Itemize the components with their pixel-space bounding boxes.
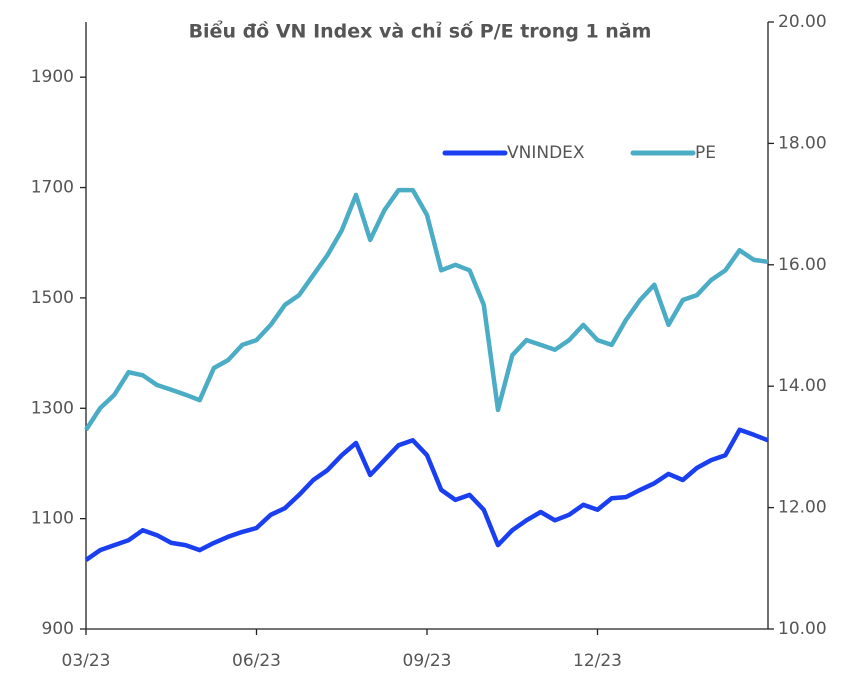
y2-tick-label: 18.00 [778, 133, 827, 153]
series-line [84, 427, 769, 562]
series-line [84, 187, 769, 432]
x-tick-label: 03/23 [62, 651, 111, 671]
y-tick-label: 1100 [31, 509, 74, 529]
legend-label: VNINDEX [507, 143, 585, 163]
chart-title: Biểu đồ VN Index và chỉ số P/E trong 1 n… [189, 20, 652, 43]
x-tick-label: 12/23 [573, 651, 622, 671]
y-tick-label: 900 [42, 619, 74, 639]
x-tick-label: 09/23 [403, 651, 452, 671]
x-tick-label: 06/23 [232, 651, 281, 671]
y2-tick-label: 16.00 [778, 255, 827, 275]
y-tick-label: 1500 [31, 288, 74, 308]
y2-tick-label: 12.00 [778, 498, 827, 518]
y2-tick-label: 20.00 [778, 12, 827, 32]
y-tick-label: 1700 [31, 178, 74, 198]
y2-tick-label: 10.00 [778, 619, 827, 639]
legend-label: PE [695, 143, 716, 163]
y-tick-label: 1300 [31, 398, 74, 418]
y-tick-label: 1900 [31, 67, 74, 87]
y2-tick-label: 14.00 [778, 376, 827, 396]
